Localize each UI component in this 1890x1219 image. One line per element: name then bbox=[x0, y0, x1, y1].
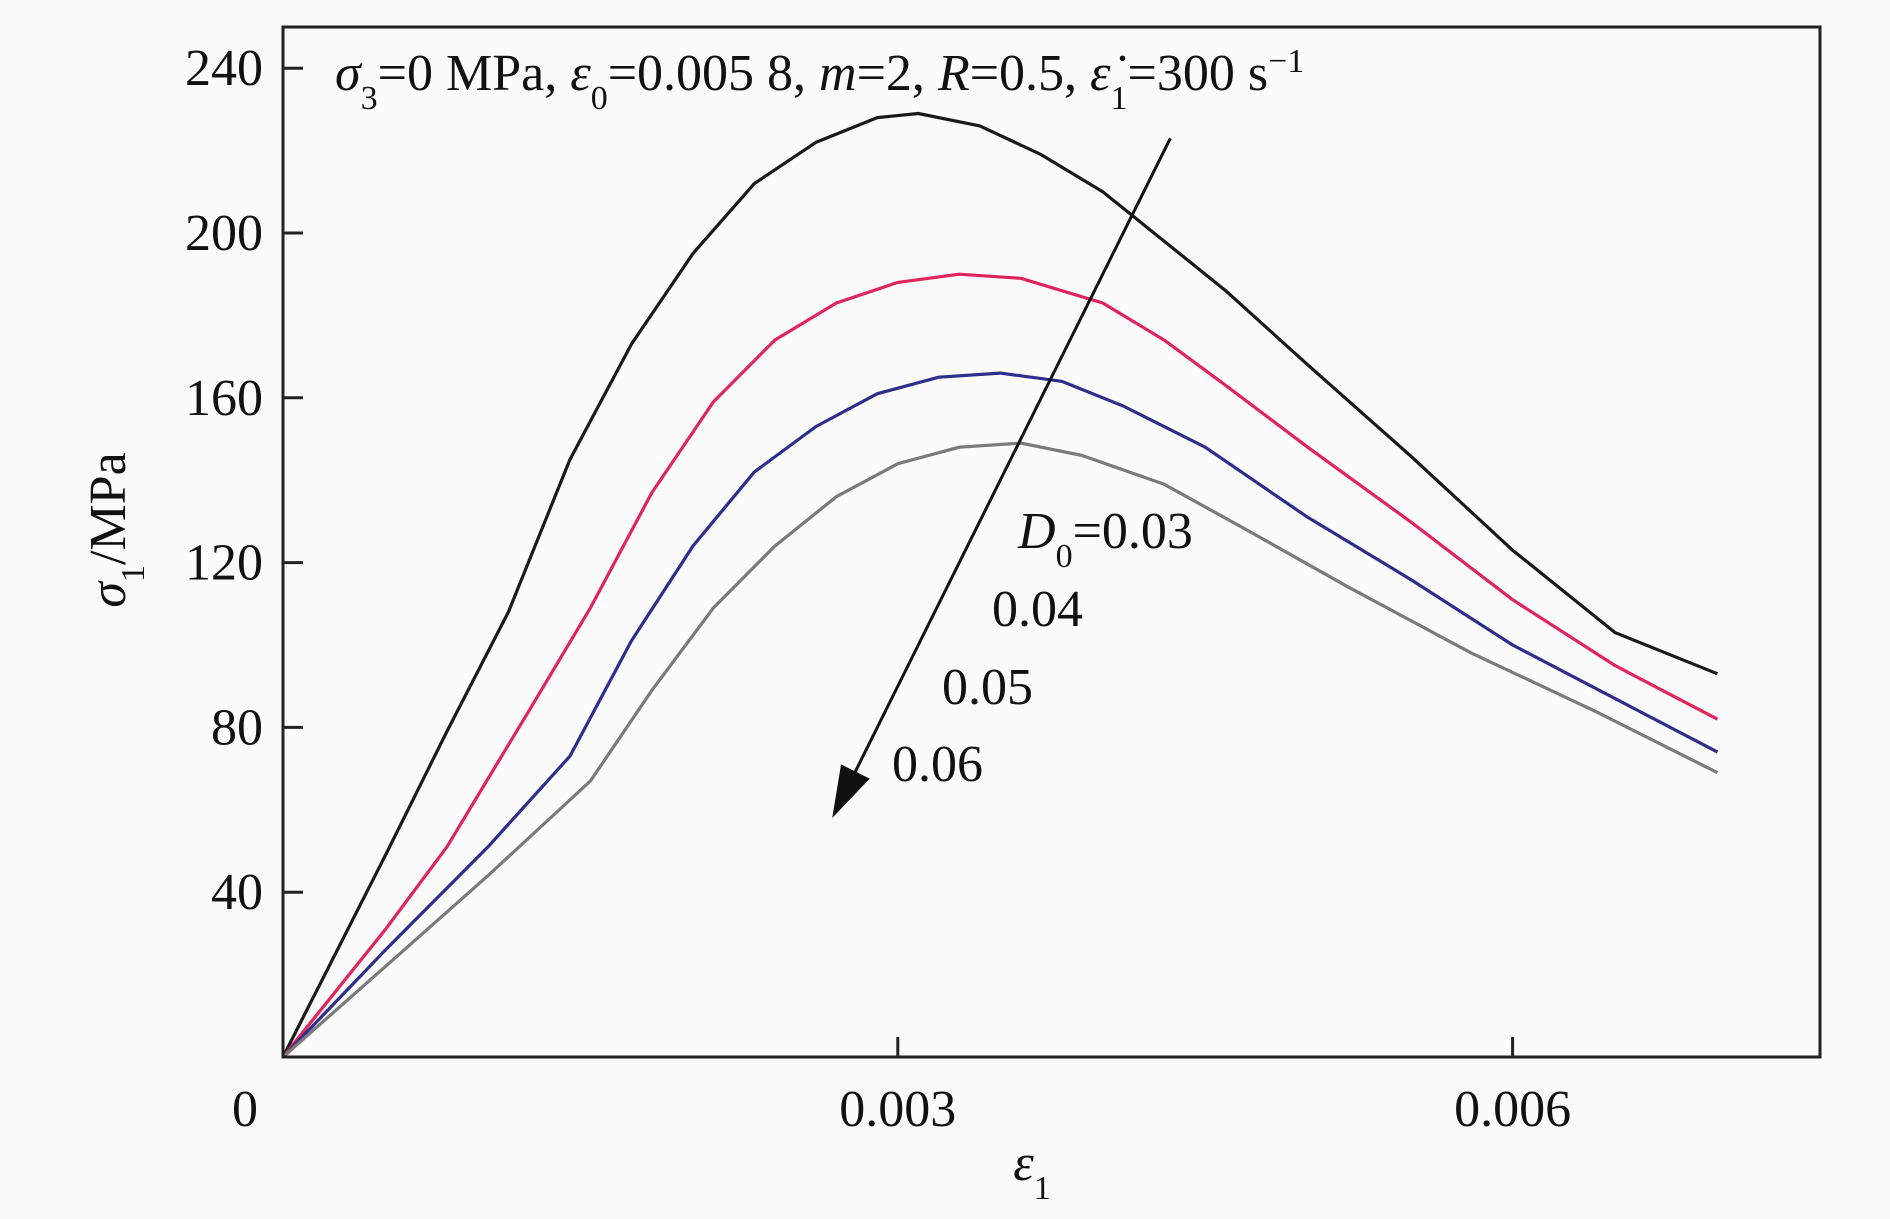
series-line-0.03 bbox=[281, 111, 1719, 1058]
plot-frame bbox=[281, 25, 1822, 1059]
plot-layer bbox=[281, 111, 1719, 1059]
series-line-0.04 bbox=[281, 272, 1719, 1059]
y-tick-label: 200 bbox=[185, 205, 263, 262]
annotation-label-0.05: 0.05 bbox=[942, 659, 1033, 716]
y-tick-label: 80 bbox=[211, 699, 263, 756]
annotation-label-0.06: 0.06 bbox=[892, 736, 983, 793]
annotation-arrowhead bbox=[832, 764, 870, 819]
y-tick-label: 120 bbox=[185, 535, 263, 592]
y-tick-label: 240 bbox=[185, 40, 263, 97]
series-line-0.06 bbox=[281, 441, 1719, 1059]
y-axis-label: σ1/MPa bbox=[80, 452, 152, 607]
annotation-label-0.04: 0.04 bbox=[992, 581, 1083, 638]
y-tick-label: 160 bbox=[185, 370, 263, 427]
annotation-d0-label: D0=0.03 bbox=[1017, 503, 1193, 575]
x-tick-label: 0 bbox=[232, 1081, 258, 1138]
ticks-layer: 40 80 120 160 200 240 0 0.003 0.006 bbox=[185, 40, 1571, 1138]
x-tick-label: 0.006 bbox=[1454, 1081, 1571, 1138]
x-tick-label: 0.003 bbox=[839, 1081, 956, 1138]
series-line-0.05 bbox=[281, 371, 1719, 1059]
x-axis-label: ε1 bbox=[1013, 1135, 1051, 1207]
y-tick-label: 40 bbox=[211, 864, 263, 921]
chart-title: σ3=0 MPa, ε0=0.005 8, m=2, R=0.5, ε̇1=30… bbox=[335, 43, 1304, 117]
annotation-arrow-line bbox=[852, 137, 1172, 776]
